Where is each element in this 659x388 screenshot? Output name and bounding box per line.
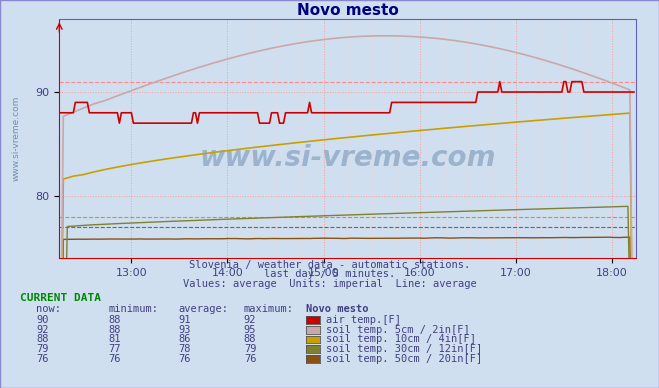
Text: 90: 90: [36, 315, 49, 325]
Text: 78: 78: [178, 344, 190, 354]
Text: Values: average  Units: imperial  Line: average: Values: average Units: imperial Line: av…: [183, 279, 476, 289]
Text: air temp.[F]: air temp.[F]: [326, 315, 401, 325]
Text: 92: 92: [36, 324, 49, 334]
Text: Slovenia / weather data - automatic stations.: Slovenia / weather data - automatic stat…: [189, 260, 470, 270]
Text: 88: 88: [109, 315, 121, 325]
Text: average:: average:: [178, 304, 228, 314]
Text: 95: 95: [244, 324, 256, 334]
Text: 88: 88: [244, 334, 256, 344]
Text: minimum:: minimum:: [109, 304, 159, 314]
Text: now:: now:: [36, 304, 61, 314]
Text: 76: 76: [244, 353, 256, 364]
Text: Novo mesto: Novo mesto: [306, 304, 369, 314]
Text: 76: 76: [178, 353, 190, 364]
Text: 91: 91: [178, 315, 190, 325]
Text: CURRENT DATA: CURRENT DATA: [20, 293, 101, 303]
Text: soil temp. 30cm / 12in[F]: soil temp. 30cm / 12in[F]: [326, 344, 482, 354]
Text: 81: 81: [109, 334, 121, 344]
Text: 93: 93: [178, 324, 190, 334]
Text: 79: 79: [36, 344, 49, 354]
Text: 92: 92: [244, 315, 256, 325]
Text: 77: 77: [109, 344, 121, 354]
Text: www.si-vreme.com: www.si-vreme.com: [12, 96, 20, 182]
Text: 88: 88: [109, 324, 121, 334]
Text: 88: 88: [36, 334, 49, 344]
Text: maximum:: maximum:: [244, 304, 294, 314]
Text: 86: 86: [178, 334, 190, 344]
Text: soil temp. 10cm / 4in[F]: soil temp. 10cm / 4in[F]: [326, 334, 476, 344]
Text: 76: 76: [36, 353, 49, 364]
Text: 76: 76: [109, 353, 121, 364]
Text: soil temp. 50cm / 20in[F]: soil temp. 50cm / 20in[F]: [326, 353, 482, 364]
Text: www.si-vreme.com: www.si-vreme.com: [200, 144, 496, 172]
Text: soil temp. 5cm / 2in[F]: soil temp. 5cm / 2in[F]: [326, 324, 470, 334]
Title: Novo mesto: Novo mesto: [297, 3, 399, 18]
Text: 79: 79: [244, 344, 256, 354]
Text: last day / 5 minutes.: last day / 5 minutes.: [264, 269, 395, 279]
